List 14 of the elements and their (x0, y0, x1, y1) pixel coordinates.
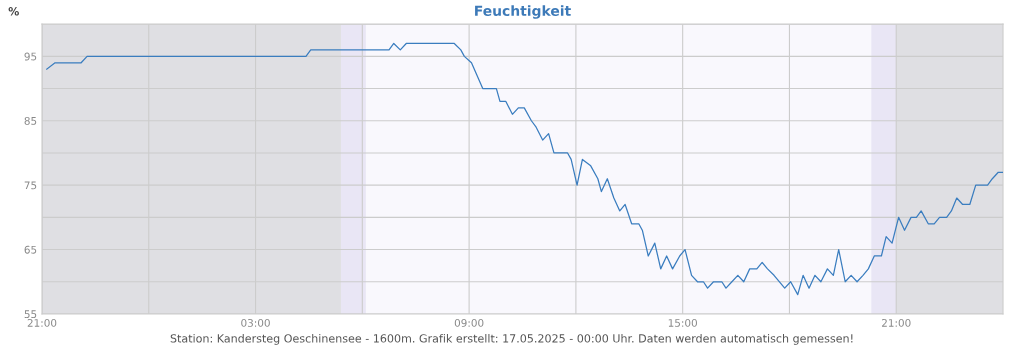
y-tick-label: 95 (24, 52, 37, 61)
x-tick-label: 03:00 (241, 319, 270, 327)
y-tick-label: 75 (24, 181, 37, 190)
x-tick-label: 09:00 (454, 319, 484, 327)
y-tick-label: 85 (24, 116, 37, 125)
y-axis-title: % (8, 7, 19, 16)
x-tick-label: 15:00 (668, 319, 697, 327)
x-tick-label: 21:00 (27, 319, 57, 327)
chart-title: Feuchtigkeit (475, 5, 571, 19)
line-series (46, 42, 1004, 296)
x-tick-label: 21:00 (881, 319, 911, 327)
y-tick-label: 55 (24, 310, 37, 319)
y-tick-label: 65 (24, 245, 37, 254)
text: Station: Kandersteg Oeschinensee - 1600m. Grafik erstellt: 17.05.2025 - 00:00 Uhr. Daten werden automatisch gemessen! (170, 334, 853, 345)
